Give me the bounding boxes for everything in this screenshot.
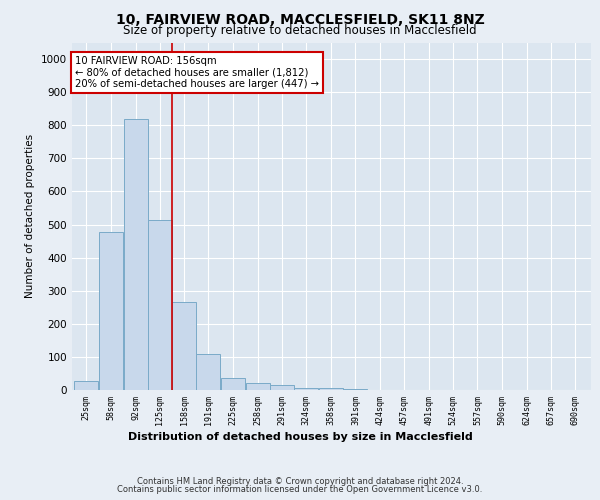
- Bar: [172, 302, 196, 390]
- Bar: [98, 232, 122, 390]
- Bar: [221, 378, 245, 390]
- Text: Distribution of detached houses by size in Macclesfield: Distribution of detached houses by size …: [128, 432, 472, 442]
- Text: 10, FAIRVIEW ROAD, MACCLESFIELD, SK11 8NZ: 10, FAIRVIEW ROAD, MACCLESFIELD, SK11 8N…: [116, 12, 484, 26]
- Bar: [245, 384, 269, 390]
- Bar: [74, 380, 98, 390]
- Bar: [319, 388, 343, 390]
- Text: 10 FAIRVIEW ROAD: 156sqm
← 80% of detached houses are smaller (1,812)
20% of sem: 10 FAIRVIEW ROAD: 156sqm ← 80% of detach…: [75, 56, 319, 89]
- Bar: [124, 118, 148, 390]
- Bar: [148, 220, 172, 390]
- Bar: [270, 385, 294, 390]
- Bar: [196, 354, 220, 390]
- Text: Contains public sector information licensed under the Open Government Licence v3: Contains public sector information licen…: [118, 485, 482, 494]
- Y-axis label: Number of detached properties: Number of detached properties: [25, 134, 35, 298]
- Text: Size of property relative to detached houses in Macclesfield: Size of property relative to detached ho…: [123, 24, 477, 37]
- Text: Contains HM Land Registry data © Crown copyright and database right 2024.: Contains HM Land Registry data © Crown c…: [137, 477, 463, 486]
- Bar: [294, 388, 318, 390]
